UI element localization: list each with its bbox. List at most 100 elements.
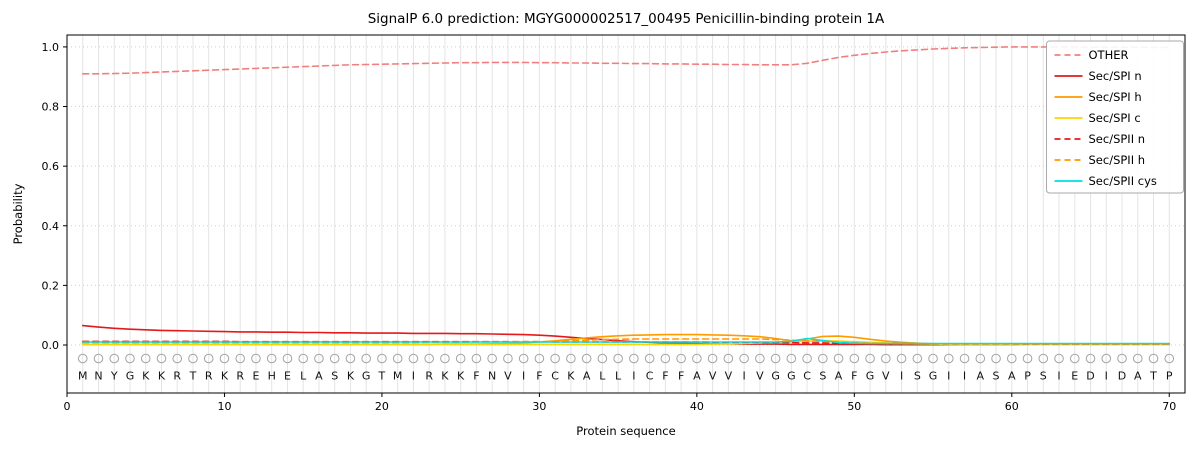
sequence-marker (345, 353, 356, 364)
chart-title: SignalP 6.0 prediction: MGYG000002517_00… (367, 11, 885, 27)
sequence-marker (534, 353, 545, 364)
sequence-letter: C (803, 370, 811, 383)
sequence-marker (424, 353, 434, 364)
legend-label: Sec/SPI c (1089, 111, 1141, 125)
sequence-marker (770, 353, 781, 364)
sequence-marker (1132, 353, 1143, 364)
sequence-marker (266, 353, 277, 364)
plot-box (66, 34, 1186, 394)
sequence-letter: A (1134, 370, 1142, 383)
sequence-marker (455, 353, 466, 364)
sequence-marker (251, 353, 261, 364)
sequence-marker (392, 353, 403, 364)
sequence-marker (581, 353, 592, 364)
sequence-marker (518, 353, 529, 364)
sequence-letter: I (1057, 370, 1060, 383)
y-tick-label: 1.0 (42, 41, 60, 54)
y-axis-label: Probability (11, 183, 25, 245)
y-axis-ticks: 0.0 0.2 0.4 0.6 0.8 1.0 (42, 41, 67, 352)
x-tick-label: 0 (64, 400, 71, 413)
sequence-marker (896, 353, 907, 364)
sequence-letter: G (362, 370, 371, 383)
sequence-letter: T (1149, 370, 1157, 383)
sequence-letter: V (882, 370, 890, 383)
sequence-marker (1054, 353, 1064, 364)
sequence-letter: N (94, 370, 102, 383)
sequence-marker (707, 353, 718, 364)
sequence-letter: K (347, 370, 355, 383)
sequence-marker (676, 353, 686, 364)
legend-label: Sec/SPI h (1089, 90, 1142, 104)
sequence-marker (377, 353, 387, 364)
sequence-marker (1148, 353, 1159, 364)
sequence-letter: I (1105, 370, 1108, 383)
sequence-letter: V (725, 370, 733, 383)
legend-label: Sec/SPII n (1089, 132, 1146, 146)
sequence-marker (912, 353, 923, 364)
sequence-letter: S (819, 370, 826, 383)
legend-label: OTHER (1089, 48, 1129, 62)
y-tick-label: 0.4 (42, 220, 60, 233)
sequence-marker (235, 353, 246, 364)
sequence-marker (125, 353, 135, 364)
sequence-letter: F (536, 370, 542, 383)
sequence-marker (802, 353, 812, 364)
sequence-letter: R (236, 370, 244, 383)
sequence-marker (188, 353, 198, 364)
sequence-letter: D (1118, 370, 1126, 383)
y-tick-label: 0.8 (42, 101, 60, 114)
x-tick-label: 20 (375, 400, 389, 413)
sequence-letter: K (158, 370, 166, 383)
sequence-marker (597, 353, 608, 364)
sequence-letter: K (441, 370, 449, 383)
sequence-marker (865, 353, 875, 364)
sequence-marker (140, 353, 151, 364)
sequence-letter: M (393, 370, 403, 383)
sequence-marker (1117, 353, 1127, 364)
sequence-letter: R (173, 370, 181, 383)
sequence-marker (1006, 353, 1017, 364)
sequence-marker (440, 353, 450, 364)
x-tick-label: 30 (532, 400, 546, 413)
series-line-other (81, 46, 1171, 75)
sequence-marker (1164, 353, 1175, 364)
x-axis-label: Protein sequence (576, 424, 676, 438)
sequence-letter: R (425, 370, 433, 383)
sequence-letter: A (835, 370, 843, 383)
sequence-letter: E (1071, 370, 1078, 383)
sequence-letter: F (662, 370, 668, 383)
sequence-letter: G (929, 370, 938, 383)
x-tick-label: 70 (1162, 400, 1176, 413)
sequence-letter: A (693, 370, 701, 383)
sequence-marker (1022, 353, 1033, 364)
sequence-marker (298, 353, 308, 364)
sequence-marker (881, 353, 891, 364)
legend-box (1046, 40, 1184, 194)
sequence-marker (361, 353, 371, 364)
sequence-marker (1101, 353, 1112, 364)
legend-label: Sec/SPII cys (1089, 174, 1157, 188)
sequence-marker (314, 353, 324, 364)
sequence-letter: M (78, 370, 88, 383)
sequence-marker (739, 353, 749, 364)
x-tick-label: 10 (217, 400, 231, 413)
sequence-marker (487, 353, 497, 364)
sequence-marker (975, 353, 986, 364)
sequence-marker (471, 353, 482, 364)
sequence-letter: R (205, 370, 213, 383)
sequence-marker (1038, 353, 1049, 364)
series-line-sec-spii-cys (81, 337, 1171, 345)
sequence-marker (723, 353, 734, 364)
sequence-letter: I (963, 370, 966, 383)
sequence-marker (786, 353, 797, 364)
sequence-letter: P (1166, 370, 1173, 383)
sequence-letter: C (646, 370, 654, 383)
sequence-letter: C (551, 370, 559, 383)
sequence-marker (408, 353, 419, 364)
sequence-marker (566, 353, 576, 364)
sequence-letter: G (126, 370, 135, 383)
sequence-letter: L (300, 370, 307, 383)
sequence-letter: K (221, 370, 229, 383)
